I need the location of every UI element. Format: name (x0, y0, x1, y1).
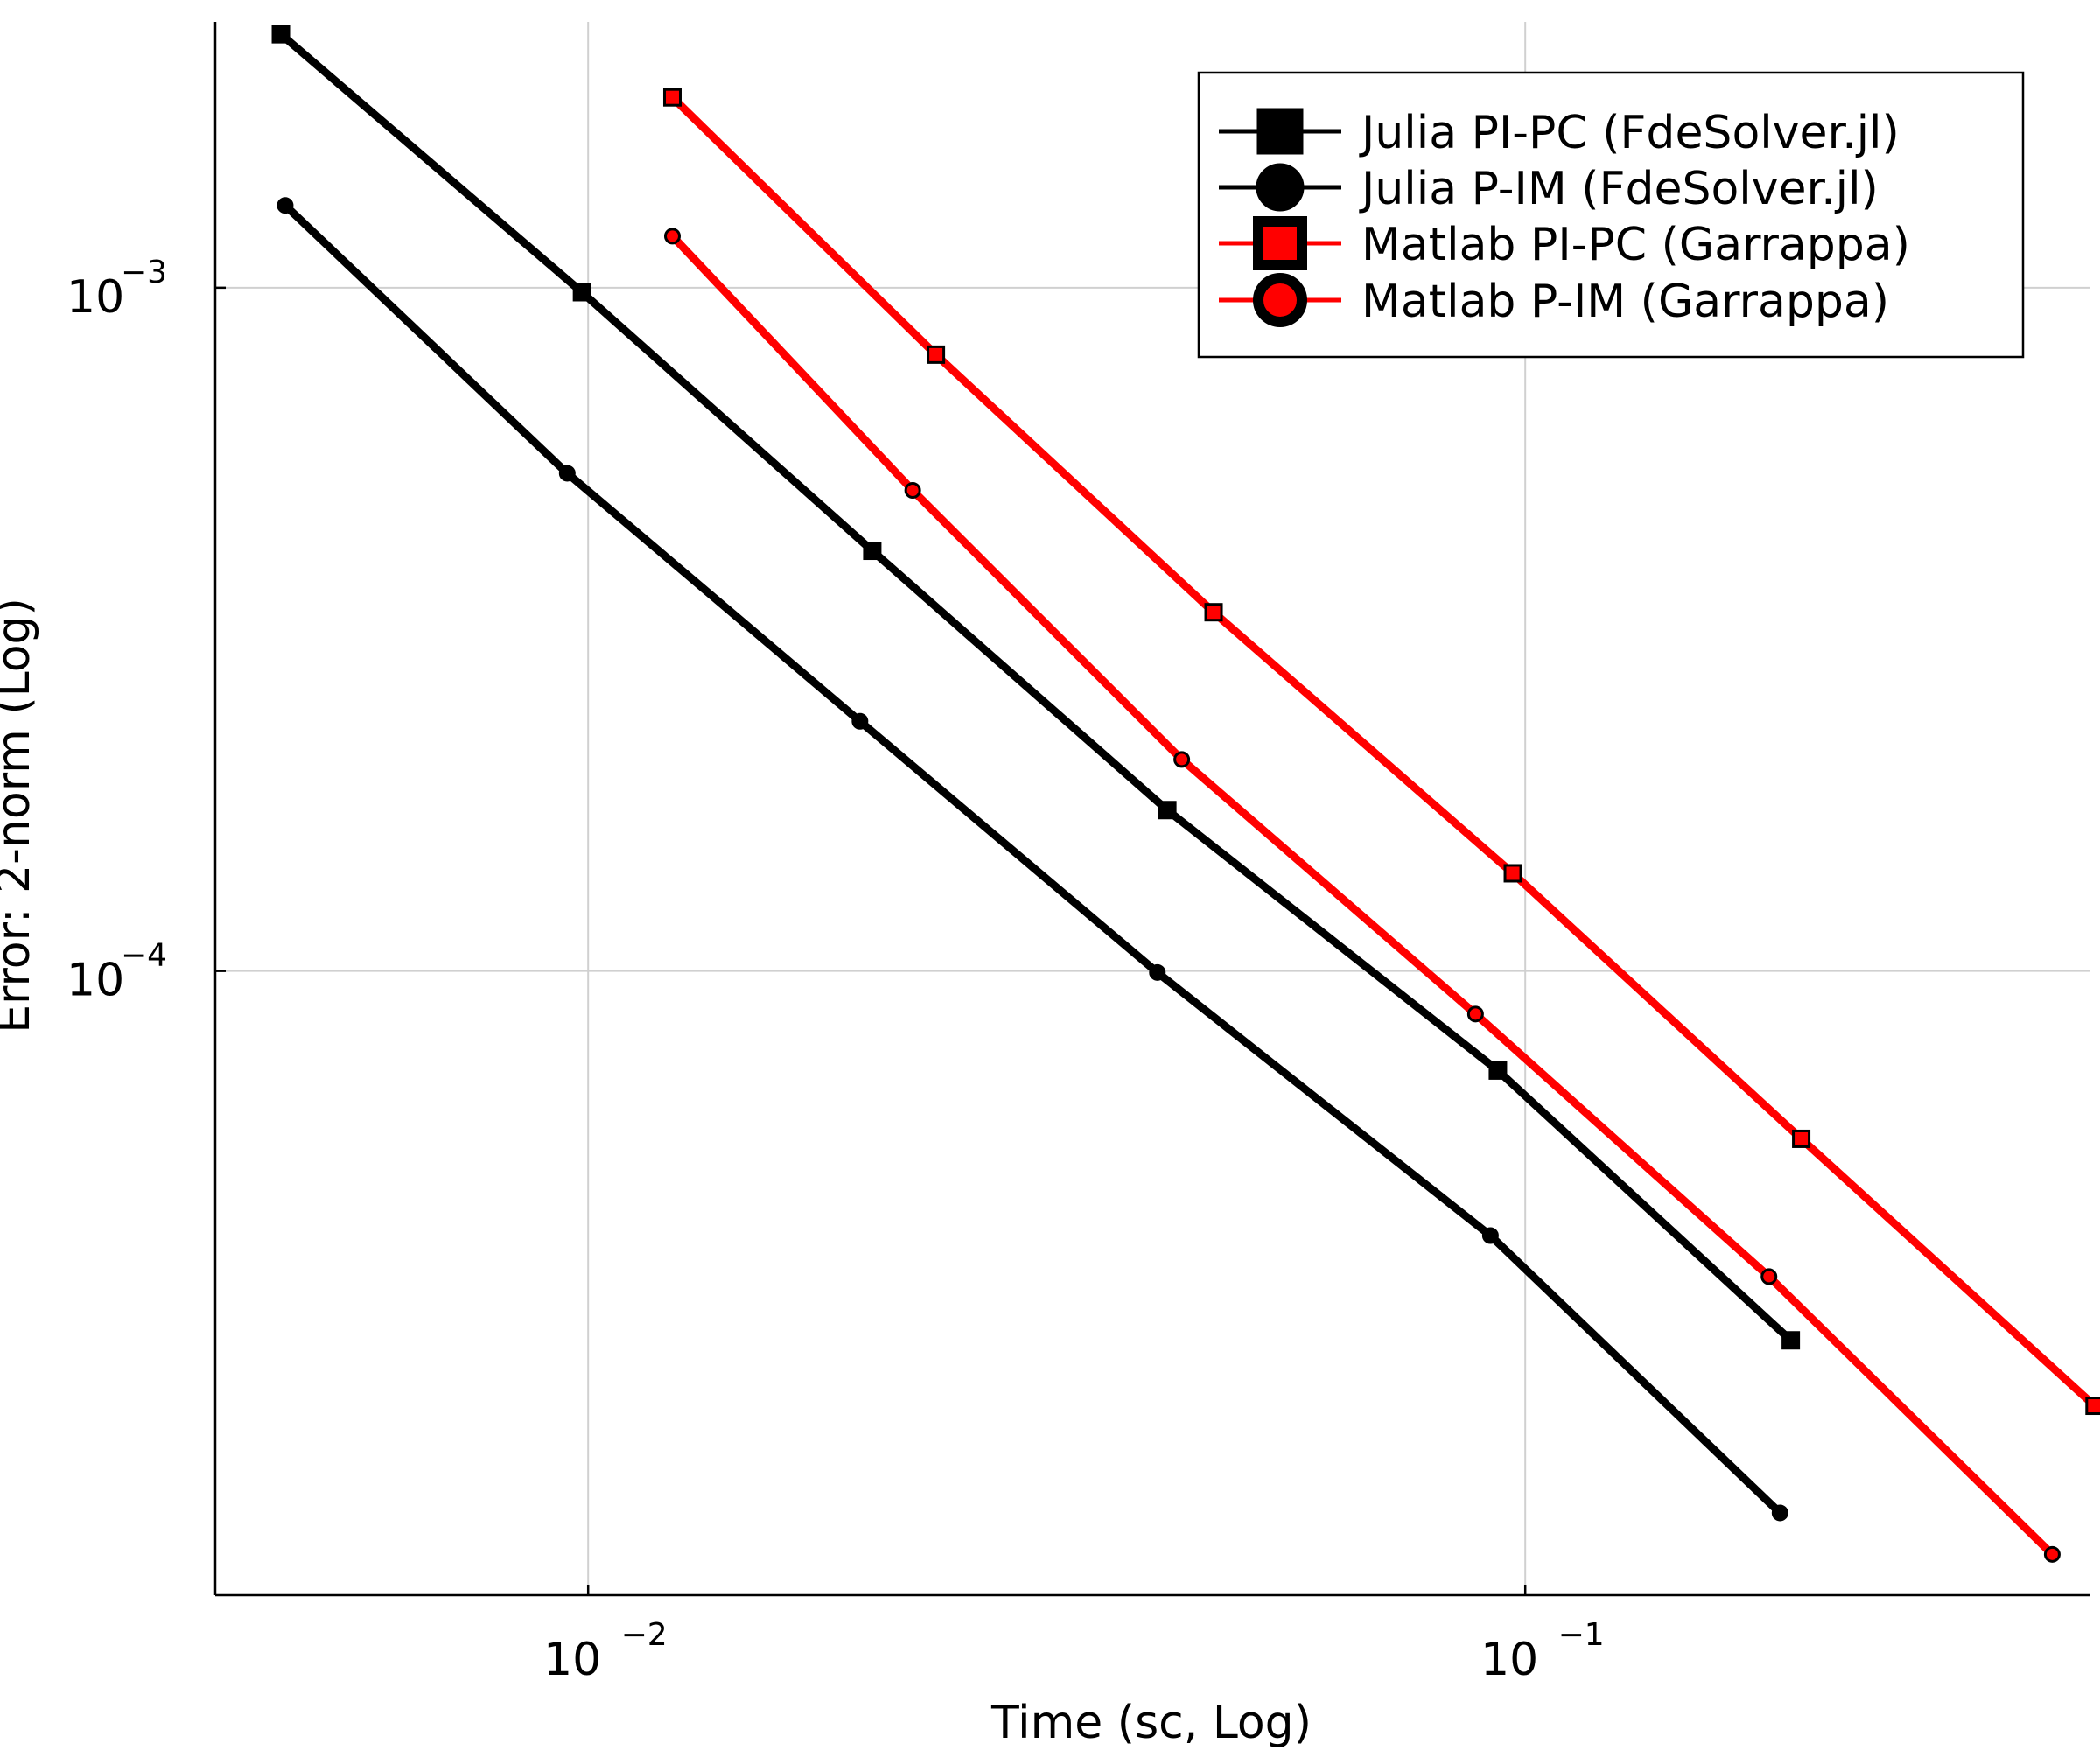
series-0-point-0 (271, 24, 290, 44)
series-1-point-0 (276, 197, 294, 214)
series-line-1 (281, 201, 1784, 1517)
legend-label-2: Matlab PI-PC (Garrappa) (1362, 219, 1910, 271)
x-axis-label: Time (sc, Log) (990, 1697, 1312, 1749)
y-axis-label: Error: 2-norm (Log) (0, 598, 40, 1033)
legend: Julia PI-PC (FdeSolver.jl)Julia P-IM (Fd… (1197, 71, 2025, 359)
series-1-point-4 (1481, 1227, 1499, 1244)
series-3-point-2 (1173, 751, 1191, 768)
series-2-point-1 (927, 345, 946, 364)
y-tick-label-0: 10 (66, 271, 124, 324)
series-1 (276, 197, 1788, 1522)
series-1-point-2 (851, 712, 869, 730)
series-0 (271, 24, 1801, 1350)
series-line-3 (668, 232, 2056, 1558)
series-0-point-3 (1158, 801, 1177, 820)
legend-item-2: Matlab PI-PC (Garrappa) (1219, 216, 1910, 271)
series-3-point-1 (904, 482, 921, 500)
series-0-point-5 (1782, 1331, 1801, 1350)
legend-label-0: Julia PI-PC (FdeSolver.jl) (1359, 107, 1900, 159)
legend-marker-3 (1253, 273, 1307, 327)
data-series (271, 24, 2100, 1563)
series-3 (663, 228, 2061, 1563)
series-line-2 (668, 93, 2099, 1410)
legend-label-3: Matlab P-IM (Garrappa) (1362, 276, 1889, 328)
y-tick-exponent-0: −3 (121, 255, 167, 290)
series-2 (662, 88, 2100, 1416)
series-0-point-1 (572, 283, 592, 302)
tick-labels: 10 −2 10 −110−310−4 (66, 255, 1605, 1686)
legend-marker-1 (1256, 163, 1305, 212)
legend-item-0: Julia PI-PC (FdeSolver.jl) (1219, 107, 1900, 159)
series-3-point-5 (2043, 1545, 2061, 1563)
series-3-point-4 (1760, 1268, 1778, 1285)
series-3-point-3 (1466, 1005, 1484, 1023)
x-tick-exponent-1: −1 (1558, 1617, 1605, 1653)
legend-marker-2 (1253, 216, 1307, 270)
series-0-point-2 (863, 542, 882, 561)
series-1-point-1 (558, 465, 576, 482)
series-1-point-3 (1149, 963, 1166, 981)
series-2-point-0 (662, 88, 682, 107)
legend-item-1: Julia P-IM (FdeSolver.jl) (1219, 163, 1879, 215)
legend-item-3: Matlab P-IM (Garrappa) (1219, 273, 1889, 328)
legend-marker-0 (1256, 108, 1304, 155)
series-2-point-5 (2085, 1396, 2100, 1416)
legend-label-1: Julia P-IM (FdeSolver.jl) (1359, 163, 1879, 215)
x-tick-label-1: 10 (1480, 1634, 1538, 1686)
y-tick-label-1: 10 (66, 955, 124, 1007)
x-tick-exponent-0: −2 (621, 1617, 668, 1653)
series-line-0 (276, 30, 1796, 1345)
series-2-point-4 (1792, 1129, 1811, 1148)
series-0-point-4 (1488, 1060, 1508, 1080)
series-2-point-2 (1204, 603, 1223, 622)
y-tick-exponent-1: −4 (121, 938, 167, 974)
series-3-point-0 (663, 228, 681, 245)
legend-box (1197, 71, 2025, 359)
axes-frame (214, 22, 2090, 1597)
x-tick-label-0: 10 (543, 1634, 601, 1686)
series-2-point-3 (1503, 864, 1522, 883)
series-1-point-5 (1771, 1504, 1788, 1522)
